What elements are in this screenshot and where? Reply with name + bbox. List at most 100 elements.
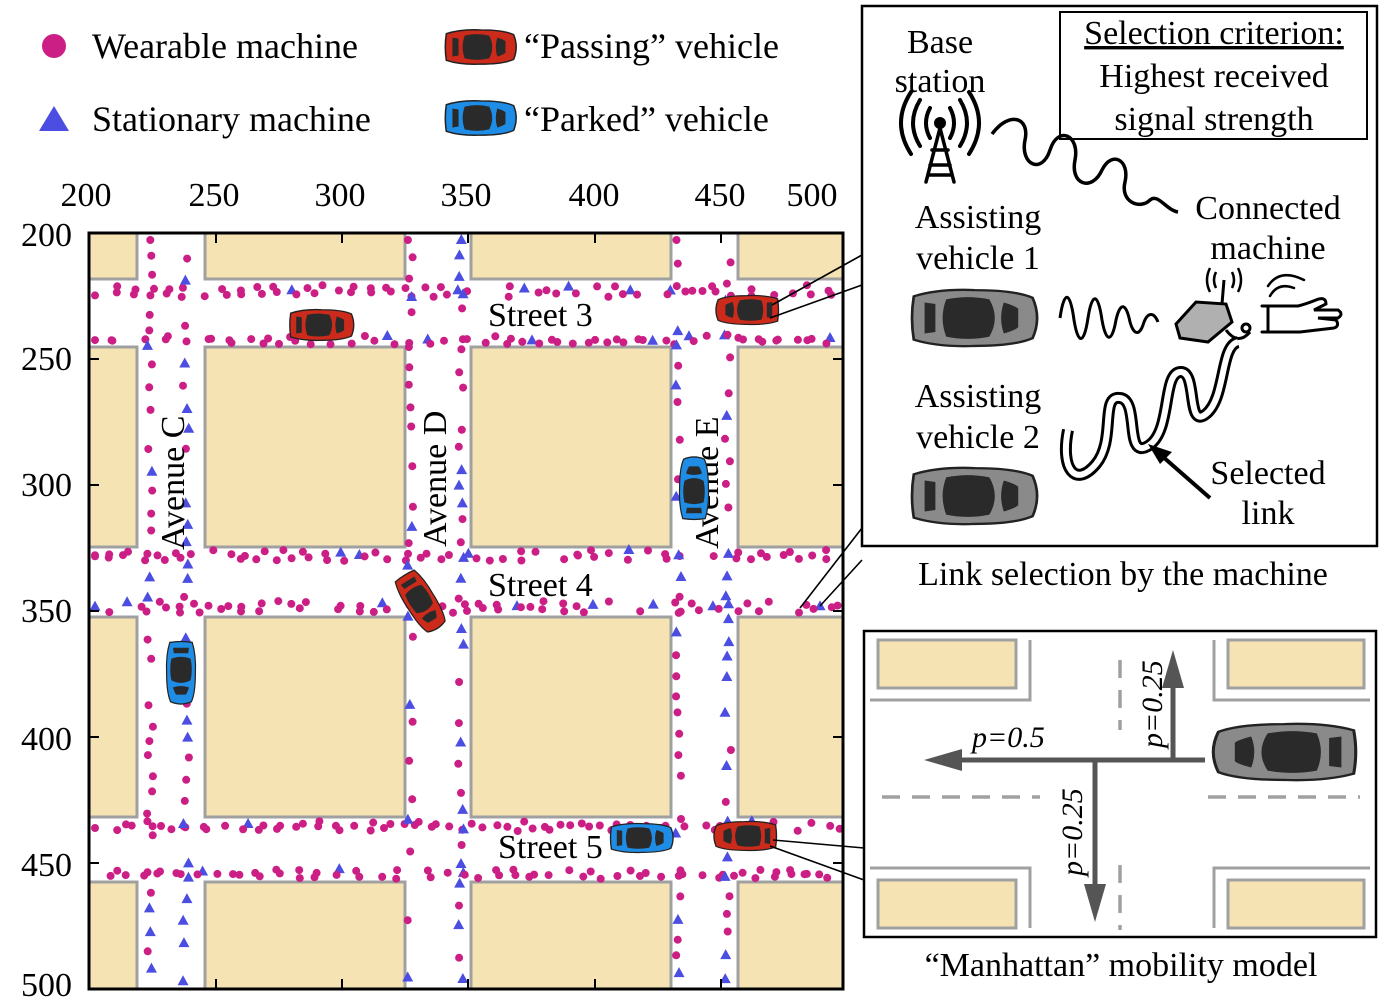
wearable-machine — [352, 866, 361, 875]
wearable-machine — [675, 592, 684, 601]
stationary-machine — [670, 339, 682, 350]
wearable-machine — [584, 338, 593, 347]
wearable-machine — [808, 551, 817, 560]
stationary-machine — [402, 813, 414, 824]
wearable-machine — [227, 550, 236, 559]
wearable-machine — [254, 825, 263, 834]
wearable-machine — [386, 287, 395, 296]
wearable-machine — [183, 254, 192, 263]
wearable-machine — [148, 772, 157, 781]
wearable-machine — [485, 556, 494, 565]
wearable-machine — [675, 729, 684, 738]
wearable-machine — [674, 608, 683, 617]
wearable-machine — [611, 282, 619, 291]
wearable-machine — [334, 286, 343, 295]
wearable-machine — [91, 291, 99, 300]
wearable-machine — [677, 815, 685, 823]
wearable-machine — [119, 551, 127, 560]
wearable-machine — [663, 290, 672, 299]
wearable-machine — [104, 553, 113, 562]
wearable-machine — [603, 338, 612, 347]
legend-wearable: Wearable machine — [92, 26, 358, 66]
parked-vehicle — [165, 640, 197, 705]
wearable-machine — [673, 259, 682, 268]
wearable-machine — [596, 874, 605, 883]
wearable-machine — [572, 602, 581, 611]
wearable-machine — [314, 822, 323, 831]
city-block — [736, 615, 845, 819]
wearable-machine — [525, 872, 534, 881]
wearable-machine — [460, 600, 469, 609]
wearable-machine — [143, 635, 152, 644]
wearable-machine — [298, 547, 307, 556]
link-selection-panel: Base station Selection criterion: Highes… — [860, 4, 1379, 593]
stationary-machine — [335, 546, 347, 557]
callout-lines — [769, 254, 865, 881]
x-tick-label: 200 — [61, 177, 112, 214]
wearable-machine — [148, 787, 157, 796]
wearable-machine — [355, 872, 364, 881]
wearable-machine — [726, 746, 735, 754]
wearable-machine — [146, 236, 155, 244]
stationary-machine — [670, 626, 682, 637]
wearable-machine — [672, 651, 681, 660]
connected-machine-label-line2: machine — [1210, 230, 1325, 267]
wearable-machine — [113, 826, 122, 835]
wearable-machine — [144, 701, 153, 710]
wearable-machine — [145, 310, 154, 319]
stationary-machine — [721, 671, 733, 682]
stationary-machine — [455, 858, 467, 869]
wearable-machine — [421, 283, 430, 292]
mobility-curbs — [870, 640, 1370, 928]
wearable-machine — [673, 708, 682, 717]
stationary-machine — [647, 334, 659, 345]
stationary-machine — [182, 572, 194, 583]
mobility-model-panel: p=0.5 p=0.25 p=0.25 “Manhattan” mobility… — [862, 629, 1378, 984]
city-block — [87, 231, 139, 281]
stationary-machine — [453, 479, 465, 490]
stationary-machine — [452, 284, 464, 295]
wearable-machine — [218, 285, 227, 294]
wearable-machine — [175, 602, 184, 611]
wearable-machine — [673, 935, 682, 944]
wearable-machine — [235, 870, 244, 879]
legend: Wearable machine Stationary machine “Pas… — [39, 26, 779, 139]
stationary-machine — [722, 547, 734, 558]
stationary-machine — [672, 913, 684, 924]
wearable-machine — [559, 599, 568, 608]
base-station-antenna-icon — [899, 90, 981, 184]
wearable-machine — [577, 819, 586, 828]
stationary-machine — [145, 962, 157, 973]
wearable-machine — [221, 821, 230, 830]
wearable-machine — [590, 552, 599, 561]
wearable-machine — [390, 340, 399, 349]
wearable-machine — [347, 339, 356, 348]
wearable-machine — [355, 607, 364, 616]
wearable-machine — [143, 817, 152, 826]
wearable-machine — [306, 340, 315, 349]
stationary-machine — [720, 949, 732, 960]
stationary-machine — [181, 714, 193, 725]
wearable-machine — [408, 502, 417, 511]
wearable-machine — [113, 282, 122, 291]
wearable-machine — [762, 552, 771, 561]
criterion-title: Selection criterion: — [1084, 15, 1344, 52]
wearable-machine — [516, 603, 525, 612]
wearable-machine — [180, 796, 189, 805]
wearable-machine — [618, 290, 627, 299]
wearable-machine — [726, 353, 735, 362]
wearable-machine — [408, 462, 417, 471]
wearable-machine — [626, 866, 635, 875]
wearable-machine — [726, 258, 735, 267]
wearable-machine — [91, 552, 99, 561]
stationary-machine — [180, 497, 192, 508]
stationary-machine — [121, 596, 133, 607]
parked-car-icon — [444, 99, 517, 137]
wearable-machine — [680, 822, 689, 831]
wearable-machine — [604, 292, 613, 301]
wearable-machine — [454, 719, 463, 728]
stationary-machine — [587, 598, 599, 609]
wearable-machine — [672, 951, 681, 960]
base-station-link-wave — [990, 117, 1179, 214]
stationary-machine — [454, 877, 466, 888]
